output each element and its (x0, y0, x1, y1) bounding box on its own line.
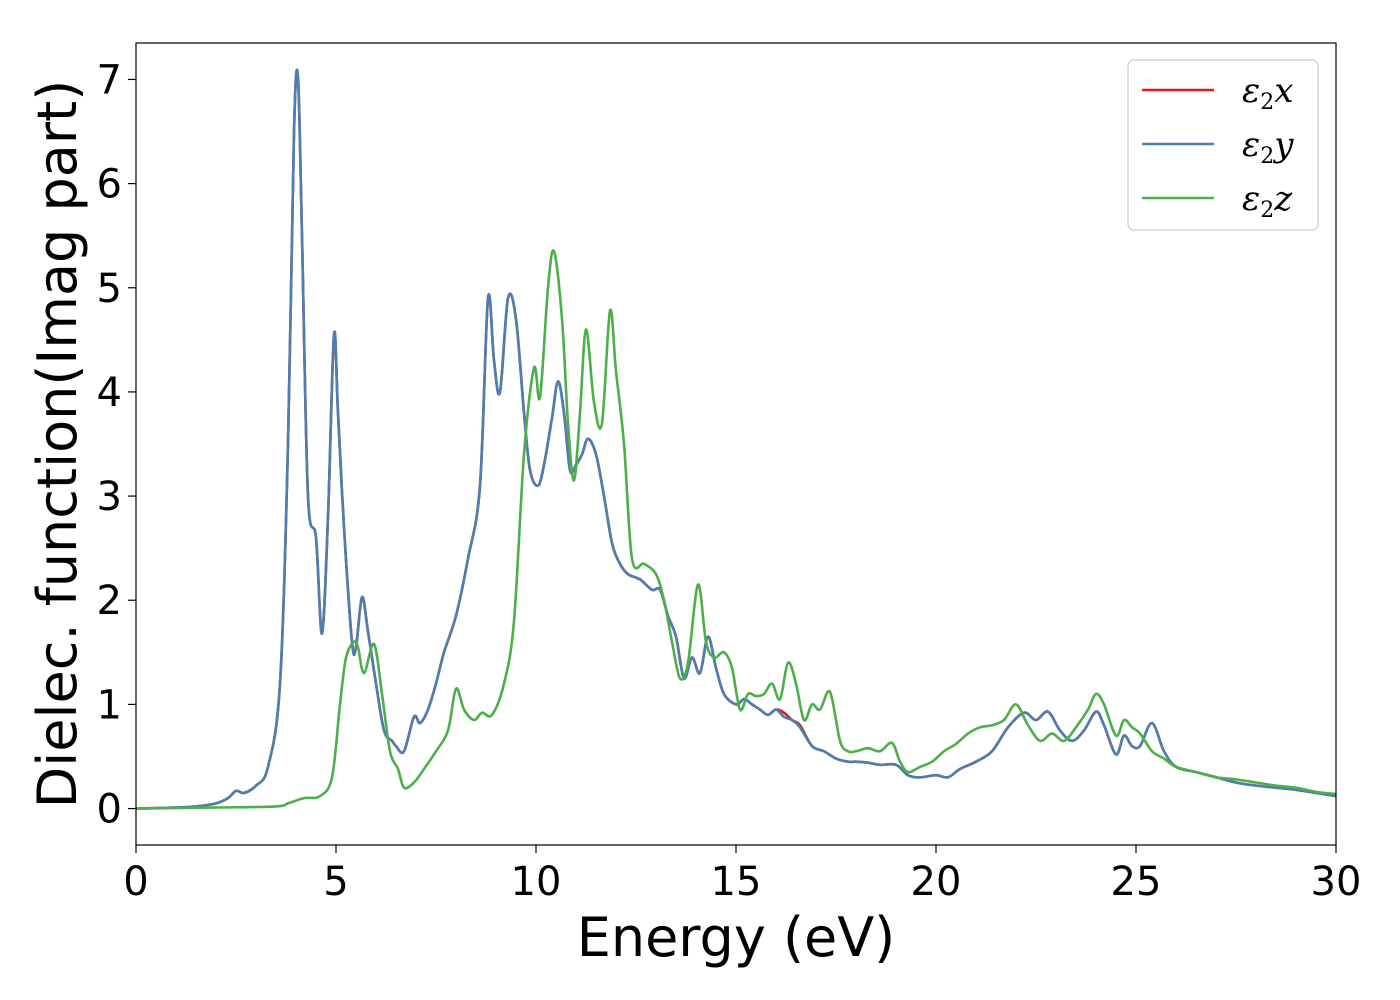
x-tick-label: 10 (511, 859, 562, 905)
series-line-y (136, 68, 1336, 810)
y-tick-label: 2 (97, 578, 122, 624)
x-tick-label: 5 (323, 859, 348, 905)
x-axis: 0 5 10 15 20 25 30 (123, 845, 1361, 905)
legend-box (1127, 59, 1319, 231)
y-tick-label: 4 (97, 370, 122, 416)
x-tick-label: 20 (911, 859, 962, 905)
x-axis-label: Energy (eV) (577, 906, 896, 969)
y-tick-label: 1 (97, 682, 122, 728)
x-tick-label: 30 (1311, 859, 1362, 905)
y-tick-label: 6 (97, 162, 122, 208)
y-tick-label: 7 (97, 57, 122, 103)
x-tick-label: 25 (1111, 859, 1162, 905)
y-axis: 0 1 2 3 4 5 6 7 (97, 57, 136, 833)
y-axis-label: Dielec. function(Imag part) (26, 80, 89, 809)
legend: ε2x ε2y ε2z (1127, 59, 1319, 231)
series-line-z (136, 249, 1336, 810)
y-tick-label: 3 (97, 474, 122, 520)
y-tick-label: 5 (97, 266, 122, 312)
legend-label-y: ε2y (1242, 125, 1294, 169)
x-tick-label: 0 (123, 859, 148, 905)
y-tick-label: 0 (97, 787, 122, 833)
legend-label-z: ε2z (1242, 179, 1293, 223)
series-layer (136, 68, 1336, 810)
legend-label-x: ε2x (1242, 71, 1293, 115)
x-tick-label: 15 (711, 859, 762, 905)
